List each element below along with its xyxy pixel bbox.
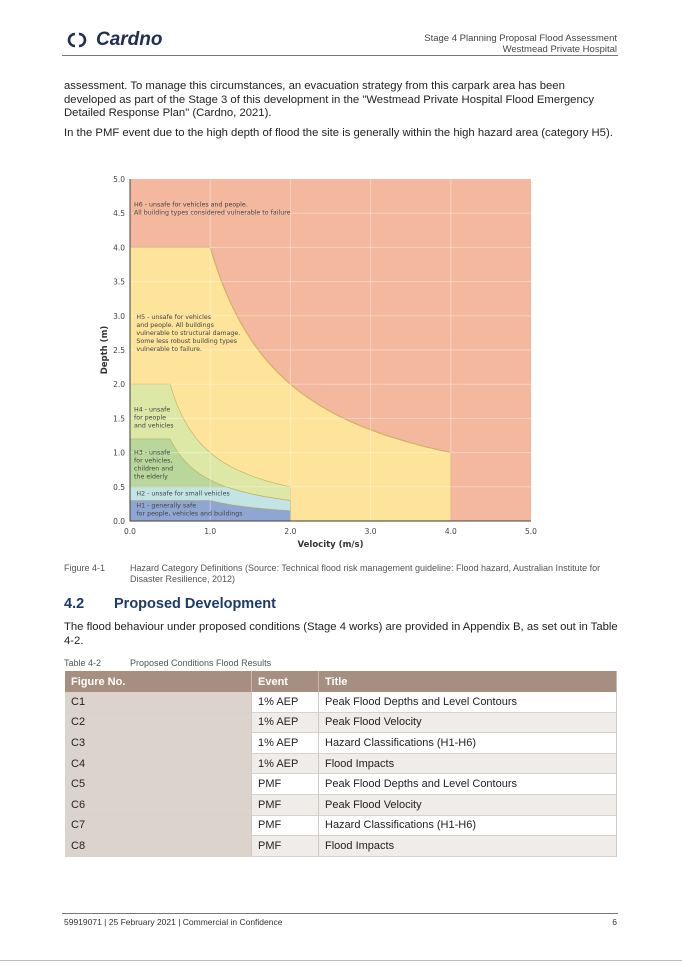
region-label-h3: H3 - unsafe <box>134 450 170 457</box>
cell-title: Peak Flood Depths and Level Contours <box>318 692 617 713</box>
table-row: C8 PMF Flood Impacts <box>65 835 617 857</box>
cell-figure-no: C3 <box>65 732 252 754</box>
header-title: Stage 4 Planning Proposal Flood Assessme… <box>424 33 617 55</box>
y-tick-label: 4.0 <box>113 243 125 252</box>
cell-title: Hazard Classifications (H1-H6) <box>318 732 617 754</box>
paragraph-1: assessment. To manage this circumstances… <box>64 80 595 119</box>
figure-caption: Hazard Category Definitions (Source: Tec… <box>130 563 601 584</box>
section-title: Proposed Development <box>114 596 276 612</box>
logo-text: Cardno <box>96 29 163 50</box>
cell-event: PMF <box>251 773 319 795</box>
y-tick-label: 1.5 <box>113 414 125 423</box>
region-label-h3: for vehicles, <box>134 458 172 465</box>
region-h1 <box>129 500 291 522</box>
cell-figure-no: C8 <box>65 835 252 857</box>
header-figure-no: Figure No. <box>65 671 252 692</box>
page-number: 6 <box>612 917 617 927</box>
cell-title: Peak Flood Depths and Level Contours <box>318 773 617 795</box>
region-label-h5: vulnerable to structural damage. <box>136 330 240 337</box>
region-label-h1: for people, vehicles and buildings <box>136 510 242 517</box>
x-tick-label: 0.0 <box>124 527 136 536</box>
cell-event: 1% AEP <box>251 712 319 734</box>
cell-figure-no: C4 <box>65 753 252 775</box>
cell-title: Peak Flood Velocity <box>318 794 617 816</box>
table-row: C2 1% AEP Peak Flood Velocity <box>65 712 617 734</box>
header-title: Title <box>318 671 617 692</box>
cell-figure-no: C6 <box>65 794 252 816</box>
footer-text: 59919071 | 25 February 2021 | Commercial… <box>64 917 283 927</box>
region-label-h3: children and <box>134 466 173 473</box>
hazard-chart: 0.0 1.0 2.0 3.0 4.0 5.0 0.0 0.5 1.0 1.5 2.0 2.5 3.0 3… <box>100 175 537 550</box>
header-divider <box>62 55 618 56</box>
y-tick-label: 2.0 <box>113 380 125 389</box>
y-tick-label: 4.5 <box>113 209 125 218</box>
region-label-h4: and vehicles <box>134 423 174 430</box>
region-label-h5: vulnerable to failure. <box>136 346 202 353</box>
region-label-h4: for people <box>134 415 166 422</box>
y-tick-label: 3.0 <box>113 312 125 321</box>
region-label-h5: Some less robust building types <box>136 338 237 345</box>
table-row: C5 PMF Peak Flood Depths and Level Contour… <box>65 773 617 795</box>
cardno-logo: Cardno <box>64 29 163 51</box>
x-tick-label: 2.0 <box>284 527 296 536</box>
cell-event: PMF <box>251 835 319 857</box>
figure-label: Figure 4-1 <box>64 563 106 573</box>
table-header-row: Figure No. Event Title <box>65 671 617 692</box>
x-tick-label: 5.0 <box>525 527 537 536</box>
cell-figure-no: C5 <box>65 773 252 795</box>
region-label-h5: and people. All buildings <box>136 322 214 329</box>
cell-figure-no: C7 <box>65 815 252 837</box>
table-row: C7 PMF Hazard Classifications (H1-H6) <box>65 815 617 837</box>
cell-figure-no: C2 <box>65 712 252 734</box>
header-title-line1: Stage 4 Planning Proposal Flood Assessme… <box>424 33 617 44</box>
y-tick-label: 3.5 <box>113 278 125 287</box>
cell-event: 1% AEP <box>251 732 319 754</box>
region-label-h6: H6 - unsafe for vehicles and people. <box>134 201 248 208</box>
cell-title: Peak Flood Velocity <box>318 712 617 734</box>
region-label-h3: the elderly <box>134 474 168 481</box>
table-row: C3 1% AEP Hazard Classifications (H1-H6) <box>65 732 617 754</box>
y-tick-label: 1.0 <box>113 449 125 458</box>
table-row: C6 PMF Peak Flood Velocity <box>65 794 617 816</box>
y-tick-label: 0.5 <box>113 483 125 492</box>
footer-divider <box>62 913 618 914</box>
x-axis-label: Velocity (m/s) <box>298 540 364 550</box>
cell-event: PMF <box>251 815 319 837</box>
region-label-h1: H1 - generally safe <box>136 502 196 509</box>
region-label-h5: H5 - unsafe for vehicles <box>136 314 211 321</box>
paragraph-2: In the PMF event due to the high depth o… <box>64 127 613 139</box>
table-row: C4 1% AEP Flood Impacts <box>65 753 617 775</box>
paragraph-3: The flood behaviour under proposed condi… <box>64 621 618 647</box>
header-title-line2: Westmead Private Hospital <box>502 44 617 55</box>
cell-title: Flood Impacts <box>318 835 617 857</box>
page-edge <box>0 960 682 961</box>
table-row: C1 1% AEP Peak Flood Depths and Level Cont… <box>65 692 617 713</box>
y-tick-label: 5.0 <box>113 175 125 184</box>
y-tick-label: 0.0 <box>113 517 125 526</box>
x-tick-label: 3.0 <box>365 527 377 536</box>
x-tick-label: 4.0 <box>445 527 457 536</box>
y-tick-label: 2.5 <box>113 346 125 355</box>
flood-results-table: Figure No. Event Title C1 1% AEP Peak Floo… <box>65 671 617 857</box>
section-number: 4.2 <box>64 596 85 612</box>
cell-title: Hazard Classifications (H1-H6) <box>318 815 617 837</box>
table-caption: Proposed Conditions Flood Results <box>130 658 272 668</box>
region-label-h2: H2 - unsafe for small vehicles <box>136 491 229 498</box>
cell-figure-no: C1 <box>65 692 252 713</box>
section-heading: 4.2 Proposed Development <box>64 596 276 612</box>
table-label: Table 4-2 <box>64 658 102 668</box>
header-event: Event <box>251 671 319 692</box>
y-axis-label: Depth (m) <box>100 326 110 375</box>
region-label-h6: All building types considered vulnerable… <box>134 209 291 216</box>
cardno-logo-icon <box>67 32 87 48</box>
cell-title: Flood Impacts <box>318 753 617 775</box>
region-label-h4: H4 - unsafe <box>134 407 170 414</box>
cell-event: 1% AEP <box>251 692 319 713</box>
cell-event: PMF <box>251 794 319 816</box>
cell-event: 1% AEP <box>251 753 319 775</box>
x-tick-label: 1.0 <box>204 527 216 536</box>
